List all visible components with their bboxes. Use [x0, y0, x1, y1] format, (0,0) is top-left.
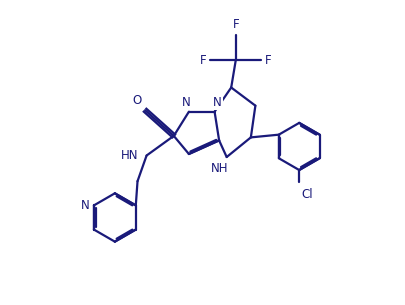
Text: N: N — [213, 96, 222, 109]
Text: HN: HN — [121, 149, 138, 162]
Text: F: F — [232, 18, 239, 31]
Text: N: N — [182, 96, 191, 109]
Text: F: F — [200, 54, 207, 67]
Text: Cl: Cl — [302, 188, 313, 201]
Text: NH: NH — [211, 163, 229, 175]
Text: O: O — [133, 94, 142, 106]
Text: N: N — [81, 199, 90, 212]
Text: F: F — [265, 54, 272, 67]
